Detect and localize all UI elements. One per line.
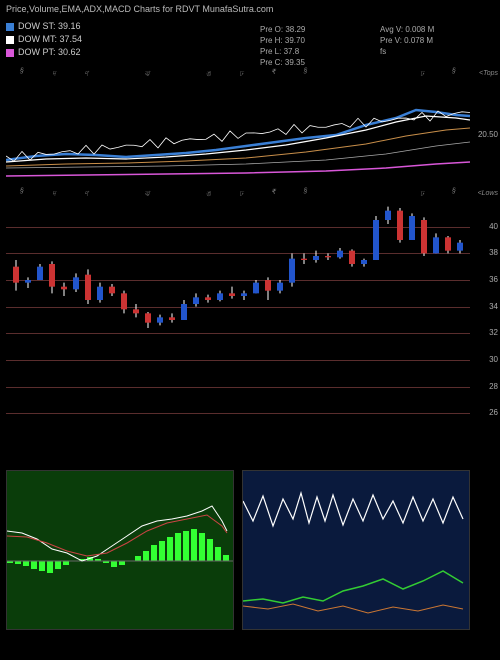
candle-panel: §দণঝঙঢ₹§ঢ§ <Lows 4038363432302826 bbox=[6, 200, 470, 440]
tick-row: §দণঝঙঢ₹§ঢ§ bbox=[6, 188, 470, 200]
stat-row: Pre L: 37.8 bbox=[260, 46, 305, 57]
legend-label: DOW PT: 30.62 bbox=[18, 46, 81, 59]
stats-col-1: Pre O: 38.29 Pre H: 39.70 Pre L: 37.8 Pr… bbox=[260, 24, 305, 68]
legend: DOW ST: 39.16 DOW MT: 37.54 DOW PT: 30.6… bbox=[6, 20, 82, 59]
bottom-panels: MACD: ( 12,26,9 ) 39.51, 38.81, 0.7 ADX:… bbox=[6, 470, 470, 650]
legend-label: DOW ST: 39.16 bbox=[18, 20, 81, 33]
tick-row: §দণঝঙঢ₹§ঢ§ bbox=[6, 68, 470, 80]
corner-label: <Tops bbox=[479, 70, 498, 77]
stats-col-2: Avg V: 0.008 M Pre V: 0.078 M fs bbox=[380, 24, 434, 57]
stat-row: fs bbox=[380, 46, 434, 57]
chart-title: Price,Volume,EMA,ADX,MACD Charts for RDV… bbox=[6, 4, 273, 14]
stat-row: Pre V: 0.078 M bbox=[380, 35, 434, 46]
legend-label: DOW MT: 37.54 bbox=[18, 33, 82, 46]
corner-label: <Lows bbox=[478, 190, 498, 197]
legend-swatch bbox=[6, 49, 14, 57]
legend-row: DOW PT: 30.62 bbox=[6, 46, 82, 59]
ema-panel: §দণঝঙঢ₹§ঢ§ <Tops 20.50 bbox=[6, 80, 470, 180]
legend-row: DOW ST: 39.16 bbox=[6, 20, 82, 33]
legend-swatch bbox=[6, 23, 14, 31]
ema-chart bbox=[6, 80, 470, 180]
stat-row: Pre H: 39.70 bbox=[260, 35, 305, 46]
y-label: 20.50 bbox=[478, 130, 498, 139]
adx-panel: ADX: ( 14 day) 0, +22, -22 bbox=[242, 470, 470, 630]
stat-row: Pre O: 38.29 bbox=[260, 24, 305, 35]
candle-chart bbox=[6, 200, 470, 440]
legend-row: DOW MT: 37.54 bbox=[6, 33, 82, 46]
macd-chart bbox=[7, 471, 234, 630]
macd-panel: MACD: ( 12,26,9 ) 39.51, 38.81, 0.7 bbox=[6, 470, 234, 630]
stat-row: Avg V: 0.008 M bbox=[380, 24, 434, 35]
adx-chart bbox=[243, 471, 470, 630]
legend-swatch bbox=[6, 36, 14, 44]
stat-row: Pre C: 39.35 bbox=[260, 57, 305, 68]
